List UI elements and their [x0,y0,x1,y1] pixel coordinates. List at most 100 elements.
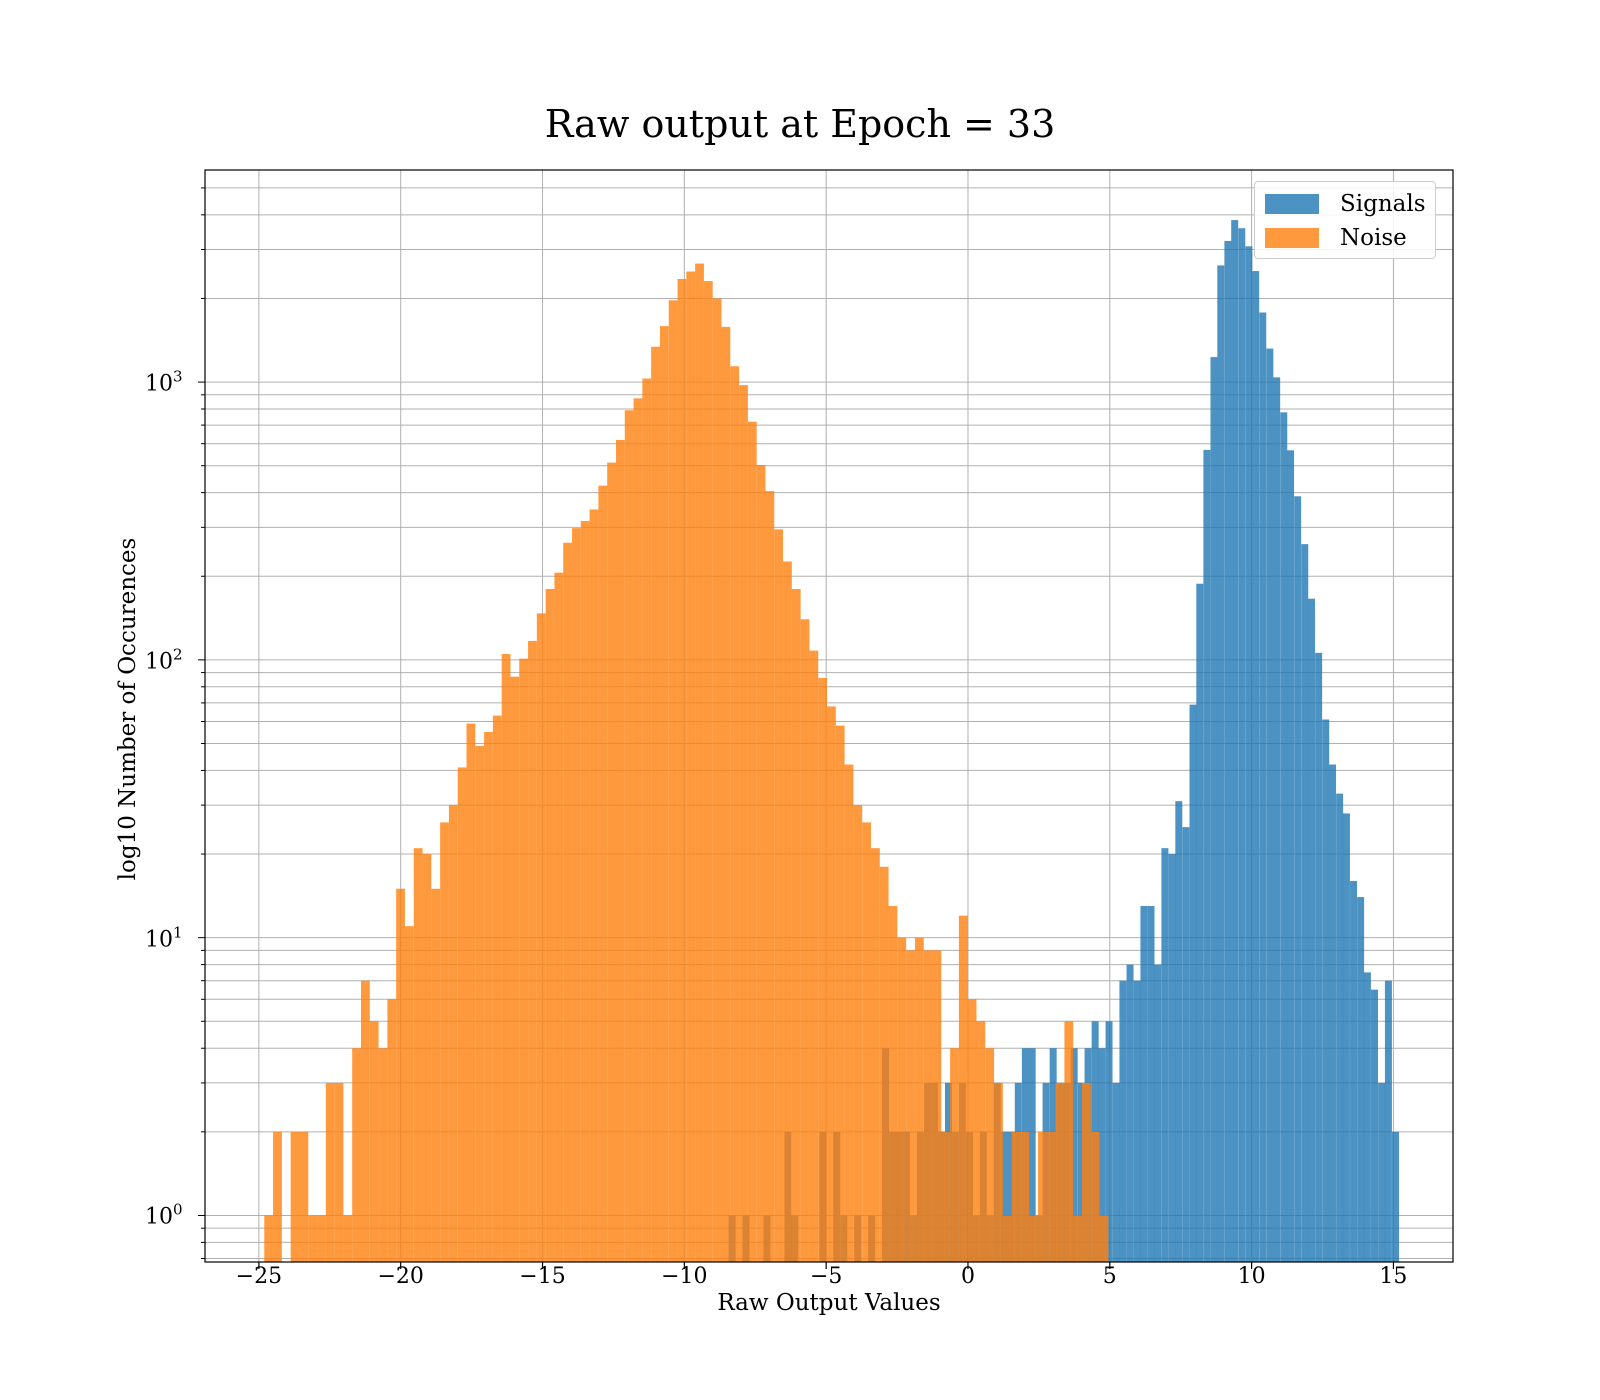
y-tick-label: 102 [145,645,183,675]
histogram-bar-noise [1002,1215,1012,1262]
histogram-bar-noise [677,278,687,1262]
histogram-bar-noise [299,1131,309,1262]
histogram-bar-noise [809,650,819,1262]
histogram-bar-signals [1203,449,1211,1262]
histogram-bar-noise [879,866,889,1262]
x-tick-label: 0 [960,1264,975,1289]
histogram-bar-signals [1266,348,1274,1262]
histogram-bar-noise [572,528,581,1262]
histogram-bar-noise [1073,1215,1082,1262]
x-tick-label: 15 [1379,1264,1408,1289]
histogram-bar-noise [343,1215,353,1262]
histogram-bar-noise [695,263,704,1262]
histogram-bar-noise [317,1215,326,1262]
histogram-bar-noise [932,950,942,1262]
histogram-bar-signals [1217,265,1225,1262]
histogram-bar-noise [378,1048,388,1262]
histogram-bar-signals [1098,1048,1106,1262]
legend: Signals Noise [1254,181,1436,259]
histogram-bar-noise [528,640,537,1262]
histogram-bar-noise [589,509,599,1262]
histogram-bar-noise [273,1131,282,1262]
legend-label-signals: Signals [1340,191,1426,217]
histogram-bar-noise [686,271,696,1262]
histogram-bar-noise [923,950,933,1262]
x-tick-label: −25 [235,1264,283,1289]
histogram-bar-noise [475,745,485,1262]
histogram-bar-noise [624,410,634,1262]
legend-swatch-noise [1265,228,1319,248]
histogram-bar-noise [827,706,836,1262]
histogram-bar-noise [510,676,520,1262]
histogram-bar-noise [783,561,792,1262]
legend-swatch-signals [1265,194,1319,214]
histogram-bar-signals [1238,228,1246,1263]
legend-label-noise: Noise [1340,225,1407,251]
histogram-bar-noise [976,1021,986,1262]
histogram-bar-noise [598,485,608,1263]
x-tick-label: 5 [1102,1264,1117,1289]
histogram-bar-noise [844,764,854,1262]
x-tick-label: −20 [377,1264,424,1289]
histogram-bar-noise [985,1048,995,1262]
histogram-bar-signals [1126,964,1134,1262]
histogram-bar-noise [396,888,405,1262]
histogram-bar-signals [1329,764,1337,1262]
histogram-bar-noise [967,999,977,1262]
histogram-bar-signals [1028,1048,1036,1262]
histogram-bar-noise [607,462,616,1263]
x-tick-label: −10 [661,1264,708,1289]
histogram-bar-noise [703,281,713,1262]
histogram-bar-signals [1371,989,1379,1262]
histogram-bar-signals [1224,240,1232,1263]
chart-title: Raw output at Epoch = 33 [544,102,1056,146]
y-tick-label: 103 [145,367,183,397]
histogram-bar-noise [1011,1131,1021,1262]
histogram-bar-signals [1392,1131,1400,1262]
histogram-bar-signals [1280,412,1288,1262]
histogram-bar-noise [448,805,458,1262]
histogram-bar-signals [1322,719,1330,1262]
legend-item-noise: Noise [1265,224,1407,252]
y-tick-label: 101 [145,923,183,953]
histogram-bar-signals [1147,906,1155,1262]
tick-marks [198,187,1395,1269]
histogram-bar-signals [1119,980,1127,1262]
histogram-bar-noise [361,980,370,1262]
histogram-bar-noise [431,888,441,1262]
histogram-bar-noise [413,848,423,1262]
histogram-bar-noise [615,439,625,1263]
histogram-bar-noise [519,658,529,1262]
histogram-bar-signals [1363,972,1371,1262]
histogram-bar-noise [308,1215,318,1262]
histogram-bar-noise [818,678,828,1262]
histogram-bar-noise [756,464,766,1262]
histogram-bar-signals [1342,813,1350,1262]
histogram-bar-noise [352,1048,361,1262]
histogram-bar-signals [1315,652,1323,1262]
histogram-bar-signals [1357,897,1365,1262]
histogram-bar-signals [1252,271,1260,1263]
histogram-bar-noise [862,822,871,1262]
histogram-bar-noise [642,378,652,1262]
histogram-bar-noise [1020,1131,1030,1262]
histogram-bar-signals [1301,544,1309,1262]
x-tick-label: −15 [519,1264,566,1289]
histogram-bar-noise [958,915,968,1262]
histogram-bar-noise [1082,1082,1091,1262]
histogram-bar-noise [765,491,775,1262]
histogram-bar-noise [914,937,924,1262]
histogram-bar-noise [325,1082,335,1262]
histogram-bar-noise [501,653,511,1262]
histogram-bar-noise [554,572,564,1262]
histogram-bar-signals [1350,880,1358,1262]
histogram-bar-noise [994,1082,1003,1262]
histogram-bar-noise [668,300,678,1262]
histogram-bar-noise [747,421,757,1262]
histogram-bar-noise [334,1082,344,1262]
histogram-bar-signals [1231,220,1239,1262]
histogram-bar-noise [563,542,573,1262]
histogram-bar-signals [1168,854,1176,1262]
histogram-bar-noise [1090,1131,1100,1262]
histogram-bar-noise [422,854,432,1262]
